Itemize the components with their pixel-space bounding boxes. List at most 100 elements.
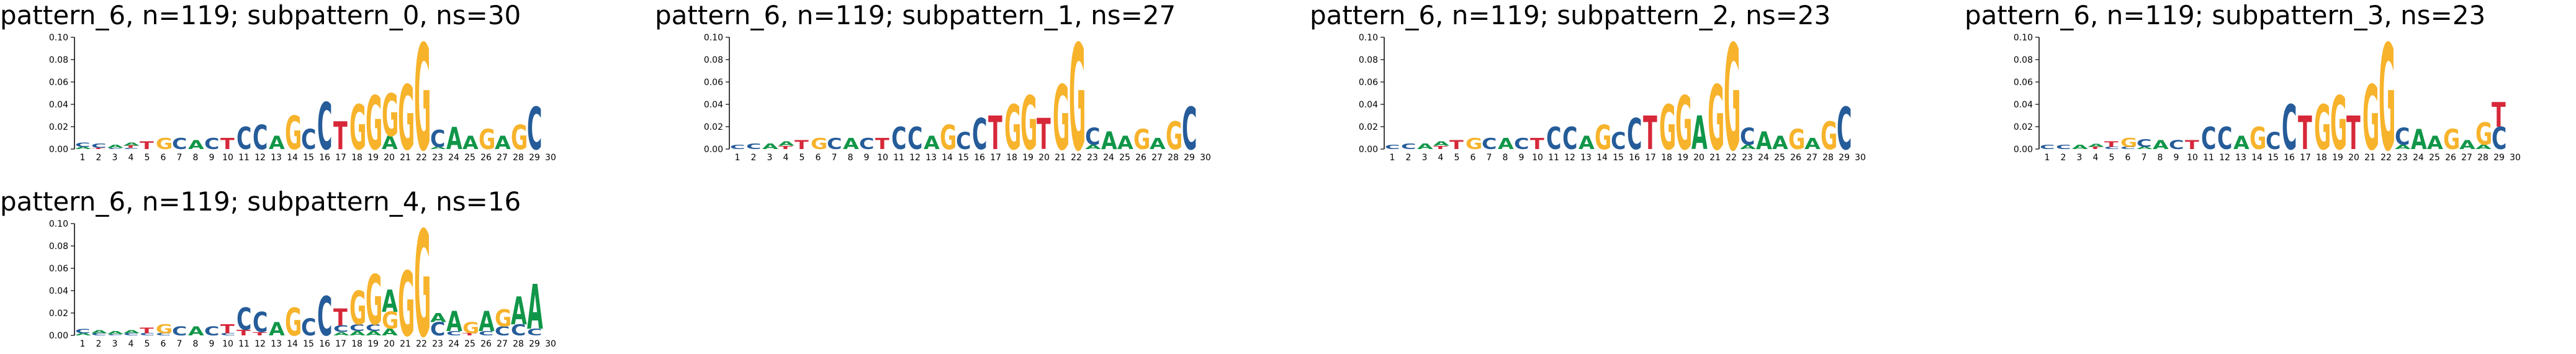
x-tick-label: 19: [1677, 153, 1688, 163]
logo-letter-a: A: [1433, 140, 1449, 147]
logo-letter-a: A: [2233, 133, 2249, 154]
x-tick-label: 10: [1532, 153, 1543, 163]
x-tick-label: 27: [497, 153, 508, 163]
logo-letter-g: G: [349, 93, 366, 164]
logo-letter-g: G: [511, 117, 528, 157]
logo-letter-a: A: [1772, 133, 1788, 154]
x-tick-label: 17: [1645, 153, 1656, 163]
y-tick-label: 0.06: [49, 78, 68, 88]
x-tick-label: 19: [367, 339, 379, 349]
x-tick-label: 13: [925, 153, 937, 163]
x-tick-label: 24: [1103, 153, 1114, 163]
x-tick-label: 14: [942, 153, 953, 163]
x-tick-label: 17: [335, 153, 346, 163]
sequence-logo-chart: 0.000.020.040.060.080.101 2 3 4 5 6 7 8 9 10 11 12 1…: [2014, 15, 2521, 184]
logo-letter-c: C: [2137, 137, 2151, 150]
logo-letter-t: T: [1037, 109, 1051, 159]
logo-letter-t: T: [220, 322, 235, 336]
x-tick-label: 11: [238, 153, 250, 163]
x-tick-label: 28: [2477, 153, 2488, 163]
panel-title: pattern_6, n=119; subpattern_2, ns=23: [1310, 0, 1831, 30]
x-tick-label: 5: [799, 153, 805, 163]
x-tick-label: 7: [1487, 153, 1492, 163]
x-tick-label: 13: [2235, 153, 2246, 163]
logo-letter-a: A: [430, 146, 447, 150]
y-tick-label: 0.06: [49, 264, 68, 274]
x-tick-label: 22: [416, 339, 427, 349]
y-tick-label: 0.04: [49, 286, 68, 296]
x-tick-label: 6: [161, 153, 166, 163]
logo-letter-t: T: [1643, 107, 1657, 160]
x-tick-label: 15: [1613, 153, 1624, 163]
logo-letter-c: C: [156, 332, 171, 336]
x-tick-label: 9: [209, 339, 215, 349]
x-tick-label: 22: [2380, 153, 2392, 163]
logo-letter-t: T: [333, 114, 348, 158]
x-tick-label: 5: [1454, 153, 1460, 163]
logo-letter-a: A: [2427, 133, 2443, 154]
logo-panel-2: pattern_6, n=119; subpattern_2, ns=23 0.0…: [1310, 0, 1930, 184]
x-tick-label: 16: [319, 153, 330, 163]
x-tick-label: 2: [96, 339, 102, 349]
logo-letter-t: T: [124, 145, 138, 149]
x-tick-label: 20: [2348, 153, 2359, 163]
x-tick-label: 29: [529, 153, 540, 163]
x-tick-label: 12: [2219, 153, 2230, 163]
x-tick-label: 16: [1629, 153, 1640, 163]
x-tick-label: 2: [1406, 153, 1412, 163]
logo-letter-a: A: [2411, 124, 2427, 156]
logo-letter-c: C: [236, 120, 251, 156]
x-tick-label: 5: [145, 153, 150, 163]
x-tick-label: 8: [848, 153, 853, 163]
y-tick-label: 0.10: [2014, 33, 2033, 43]
x-tick-label: 7: [2141, 153, 2147, 163]
x-tick-label: 21: [1709, 153, 1721, 163]
logo-letter-g: G: [2362, 68, 2379, 170]
x-tick-label: 27: [2461, 153, 2472, 163]
logo-letter-g: G: [1675, 81, 1692, 167]
logo-letter-a: A: [188, 138, 205, 152]
logo-letter-a: A: [2072, 143, 2088, 151]
x-tick-label: 8: [193, 153, 199, 163]
logo-letter-t: T: [778, 145, 793, 150]
x-tick-label: 25: [464, 153, 475, 163]
x-tick-label: 26: [480, 153, 492, 163]
logo-letter-c: C: [2217, 120, 2232, 156]
logo-letter-a: A: [1150, 135, 1166, 153]
logo-letter-g: G: [1788, 124, 1805, 156]
x-tick-label: 3: [1422, 153, 1428, 163]
x-tick-label: 16: [2284, 153, 2295, 163]
logo-letter-c: C: [2169, 138, 2184, 152]
logo-letter-g: G: [462, 319, 479, 337]
x-tick-label: 29: [1839, 153, 1850, 163]
x-tick-label: 30: [545, 153, 556, 163]
y-tick-label: 0.00: [2014, 145, 2033, 155]
logo-letter-t: T: [140, 139, 154, 152]
logo-letter-c: C: [2282, 93, 2297, 164]
logo-letter-a: A: [382, 133, 398, 154]
logo-letter-c: C: [236, 301, 251, 337]
logo-letter-g: G: [940, 117, 957, 157]
logo-letter-g: G: [2314, 93, 2331, 164]
logo-letter-c: C: [91, 332, 106, 336]
logo-letter-c: C: [366, 323, 381, 334]
logo-letter-t: T: [91, 148, 106, 150]
x-tick-label: 27: [1151, 153, 1163, 163]
y-tick-label: 0.00: [49, 331, 68, 341]
x-tick-label: 4: [128, 153, 134, 163]
y-tick-label: 0.10: [49, 33, 68, 43]
logo-letter-t: T: [140, 326, 154, 335]
x-tick-label: 16: [319, 339, 330, 349]
x-tick-label: 10: [2187, 153, 2198, 163]
x-tick-label: 4: [783, 153, 789, 163]
y-tick-label: 0.06: [1359, 78, 1378, 88]
logo-letter-c: C: [172, 325, 187, 338]
logo-letter-c: C: [1514, 135, 1529, 153]
logo-letter-a: A: [1578, 133, 1595, 154]
logo-letter-a: A: [778, 140, 795, 147]
x-tick-label: 8: [1503, 153, 1508, 163]
logo-letter-c: C: [301, 314, 316, 341]
logo-letter-a: A: [107, 330, 124, 335]
logo-letter-g: G: [2379, 15, 2395, 184]
logo-letter-c: C: [124, 148, 138, 150]
